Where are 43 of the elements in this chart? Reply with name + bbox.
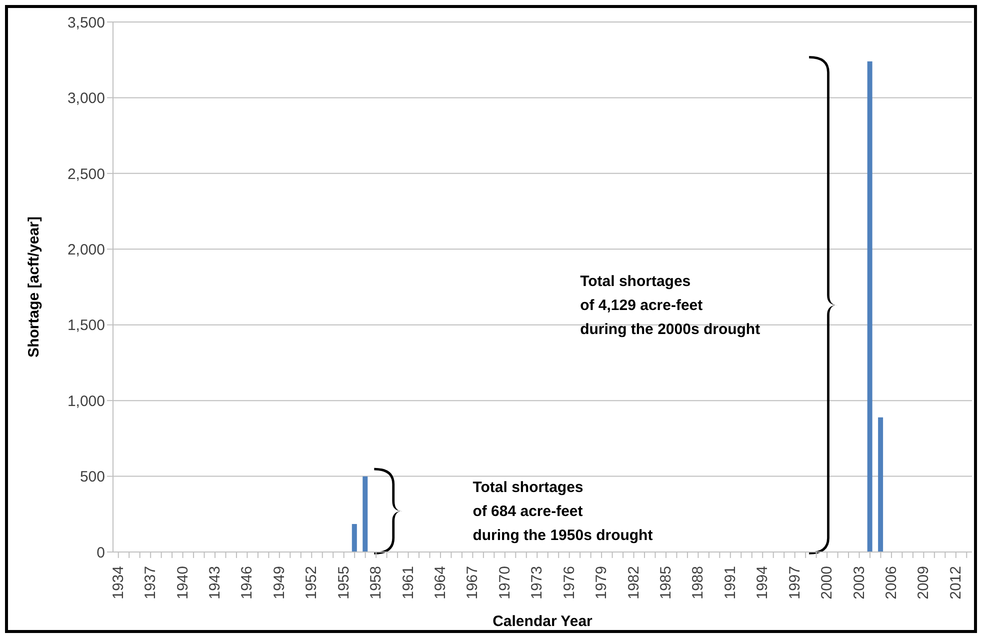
bar <box>878 417 884 552</box>
x-tick-label: 1955 <box>335 566 352 600</box>
x-tick-label: 1979 <box>593 566 610 600</box>
bar <box>352 524 357 552</box>
x-tick-label: 2009 <box>915 566 932 600</box>
x-tick-label: 1934 <box>110 566 127 600</box>
x-tick-label: 1946 <box>238 566 256 600</box>
y-tick-label: 3,500 <box>67 14 105 32</box>
x-tick-label: 1970 <box>496 566 514 600</box>
x-tick-label: 1973 <box>528 566 546 600</box>
x-tick-label: 1985 <box>657 566 674 600</box>
x-tick-label: 1967 <box>464 566 482 600</box>
x-tick-label: 1982 <box>625 566 642 600</box>
x-tick-label: 1976 <box>560 566 578 600</box>
y-tick-label: 500 <box>80 468 105 486</box>
bar <box>867 61 872 552</box>
y-axis-title: Shortage [acft/year] <box>26 216 42 358</box>
x-tick-label: 1937 <box>142 566 160 600</box>
y-tick-label: 2,500 <box>67 166 105 183</box>
x-tick-label: 1988 <box>690 566 707 600</box>
x-tick-label: 1991 <box>722 566 739 600</box>
y-tick-label: 1,000 <box>67 392 105 410</box>
x-tick-label: 1961 <box>400 566 417 600</box>
x-axis-title: Calendar Year <box>492 613 593 630</box>
x-tick-label: 1949 <box>270 566 288 600</box>
x-tick-label: 2003 <box>850 566 868 600</box>
x-tick-label: 1952 <box>303 566 320 600</box>
x-tick-label: 1997 <box>786 566 804 600</box>
annotation: Total shortages of 4,129 acre-feet during the 2000s drought <box>580 272 760 338</box>
annotation: Total shortages of 684 acre-feet during the 1950s drought <box>472 478 653 544</box>
x-tick-label: 1964 <box>432 566 449 600</box>
y-tick-label: 1,500 <box>67 317 105 334</box>
y-tick-label: 3,000 <box>67 90 105 108</box>
x-tick-label: 2012 <box>947 566 964 600</box>
y-tick-label: 2,000 <box>67 241 105 258</box>
x-tick-label: 1940 <box>174 566 192 600</box>
x-tick-label: 2006 <box>882 566 900 600</box>
bar <box>362 476 368 552</box>
x-tick-label: 1958 <box>368 566 385 600</box>
x-tick-label: 1994 <box>754 566 772 600</box>
y-tick-label: 0 <box>96 544 105 562</box>
x-tick-label: 1943 <box>206 566 224 600</box>
x-tick-label: 2000 <box>818 566 836 600</box>
